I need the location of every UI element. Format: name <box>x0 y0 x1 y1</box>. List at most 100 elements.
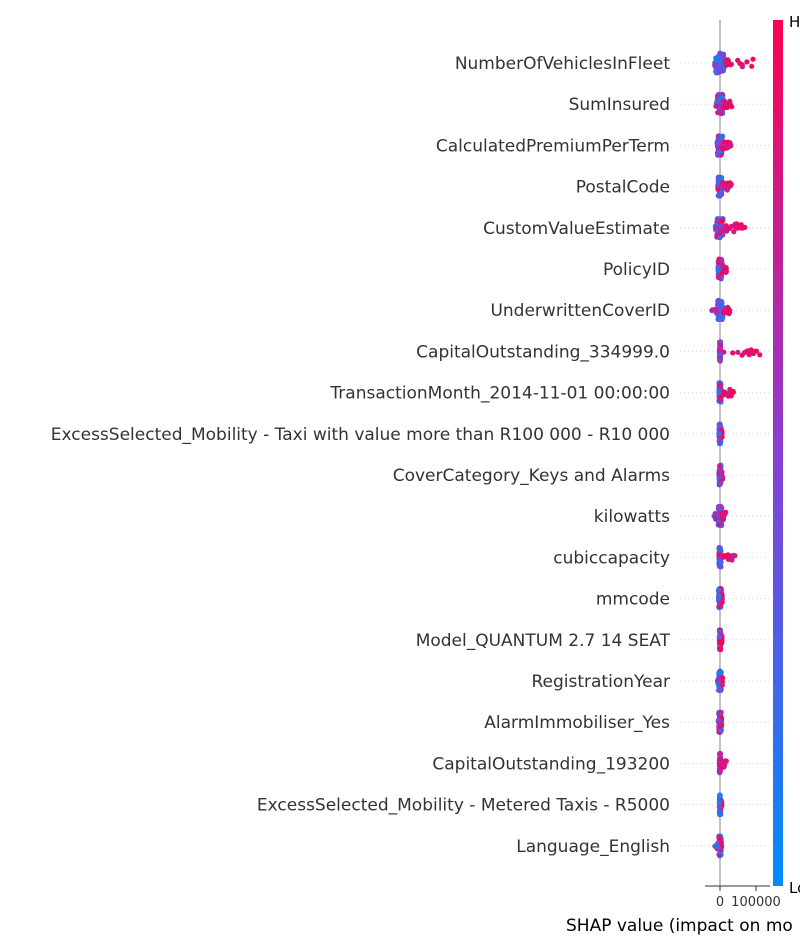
data-point <box>715 676 721 683</box>
data-point <box>717 235 723 241</box>
data-point <box>720 516 727 523</box>
data-point <box>717 357 723 363</box>
data-point <box>712 510 718 517</box>
feature-label: TransactionMonth_2014-11-01 00:00:00 <box>329 384 670 404</box>
data-point <box>716 593 722 599</box>
data-point <box>718 224 724 230</box>
data-point <box>714 141 720 147</box>
feature-labels: NumberOfVehiclesInFleet SumInsured Calcula… <box>51 54 671 857</box>
x-axis: 0 100000 SHAP value (impact on mo <box>566 885 793 936</box>
data-point <box>717 229 724 235</box>
data-point <box>748 347 754 353</box>
data-point <box>716 757 723 764</box>
data-point <box>717 463 723 469</box>
data-point <box>716 552 722 558</box>
data-point <box>717 628 723 634</box>
data-point <box>720 390 726 396</box>
data-point <box>717 752 723 758</box>
data-point <box>729 104 735 110</box>
data-point <box>749 63 755 69</box>
data-point <box>717 61 723 67</box>
data-point <box>728 143 734 149</box>
data-point <box>717 793 723 799</box>
data-point <box>730 389 736 395</box>
feature-label: PolicyID <box>603 260 670 280</box>
data-point <box>716 316 723 322</box>
data-point <box>738 222 744 228</box>
data-point <box>723 139 729 145</box>
row-gridlines <box>680 62 770 847</box>
data-point <box>720 146 726 152</box>
data-point <box>719 134 725 140</box>
data-point <box>746 352 752 358</box>
data-point <box>713 843 719 849</box>
data-point <box>719 218 725 224</box>
data-point <box>718 110 724 117</box>
x-ticks: 0 100000 <box>716 886 781 910</box>
data-point <box>716 55 722 61</box>
data-point <box>717 503 723 509</box>
data-point <box>716 604 722 610</box>
colorbar-gradient <box>773 20 783 886</box>
data-point <box>724 187 730 193</box>
data-point <box>718 398 724 404</box>
data-point <box>716 351 723 357</box>
data-point <box>732 221 738 227</box>
data-point <box>721 180 727 186</box>
data-point <box>717 769 723 775</box>
data-point <box>716 804 723 810</box>
colorbar-high-label: Hi <box>789 13 800 31</box>
data-point <box>723 104 729 110</box>
data-point <box>716 634 723 640</box>
data-point <box>724 145 730 151</box>
data-point <box>757 352 763 358</box>
data-point <box>716 687 722 693</box>
feature-label: Model_QUANTUM 2.7 14 SEAT <box>416 631 671 651</box>
data-point <box>718 808 724 814</box>
data-point <box>728 61 735 67</box>
data-point <box>718 727 724 733</box>
data-point <box>734 225 741 231</box>
feature-label: CalculatedPremiumPerTerm <box>436 136 670 156</box>
colorbar: Hi Lo <box>773 13 800 897</box>
data-point <box>714 98 720 105</box>
data-point <box>716 301 722 307</box>
data-point <box>715 216 721 222</box>
data-point <box>713 310 719 316</box>
data-point <box>721 349 727 355</box>
data-point <box>715 186 721 192</box>
feature-label: CapitalOutstanding_193200 <box>432 754 670 774</box>
data-point <box>717 383 723 389</box>
data-point <box>716 717 722 724</box>
data-point <box>715 174 721 180</box>
feature-label: mmcode <box>596 590 670 610</box>
data-point <box>721 553 727 559</box>
data-point <box>716 799 723 805</box>
feature-label: UnderwrittenCoverID <box>490 301 670 321</box>
data-point <box>726 311 732 317</box>
x-axis-title: SHAP value (impact on mo <box>566 916 793 936</box>
data-point <box>714 93 721 99</box>
data-point <box>717 50 723 56</box>
feature-label: SumInsured <box>569 95 670 115</box>
data-point <box>716 389 722 395</box>
points-layer <box>709 50 763 859</box>
data-point <box>715 264 721 270</box>
x-tick-label: 0 <box>716 895 724 910</box>
data-point <box>735 349 741 355</box>
data-point <box>713 516 719 522</box>
data-point <box>725 58 731 64</box>
feature-label: RegistrationYear <box>531 672 670 692</box>
data-point <box>715 152 721 158</box>
feature-label: ExcessSelected_Mobility - Metered Taxis … <box>257 796 670 816</box>
data-point <box>713 227 720 233</box>
data-point <box>750 350 757 357</box>
data-point <box>731 229 737 235</box>
data-point <box>715 182 721 188</box>
feature-label: CustomValueEstimate <box>483 219 670 239</box>
data-point <box>730 350 736 356</box>
feature-label: kilowatts <box>594 507 670 527</box>
data-point <box>739 64 746 70</box>
feature-label: Language_English <box>516 837 670 857</box>
